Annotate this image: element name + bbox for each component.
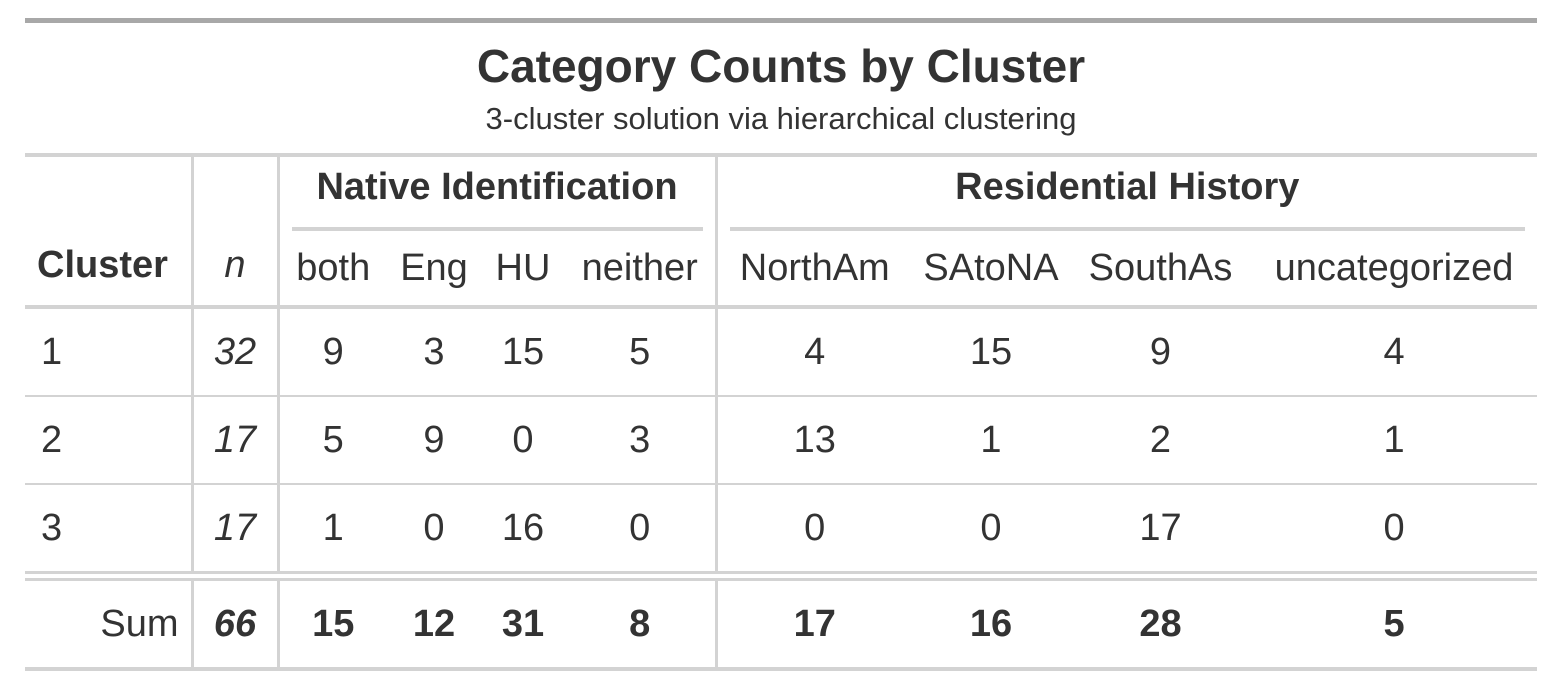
summary-n-cell: 66 [192,576,280,671]
summary-value-cell: 17 [716,576,912,671]
data-table: Cluster n Native Identification Resident… [25,153,1538,671]
summary-value-cell: 12 [387,576,481,671]
spanner-native-identification: Native Identification [278,153,718,231]
value-cell: 3 [565,396,718,485]
value-cell: 15 [481,307,565,397]
value-cell: 9 [278,307,387,397]
value-cell: 4 [1251,307,1538,397]
summary-label: Sum [25,576,194,671]
column-header-hu: HU [481,231,565,309]
value-cell: 15 [912,307,1070,397]
column-header-eng: Eng [387,231,481,309]
value-cell: 5 [278,396,387,485]
spanner-label: Native Identification [316,165,678,208]
n-cell: 17 [192,396,280,485]
value-cell: 13 [716,396,912,485]
value-cell: 2 [1070,396,1251,485]
value-cell: 0 [387,484,481,581]
table-row: 1 32 9 3 15 5 4 15 9 4 [25,307,1538,397]
value-cell: 0 [716,484,912,581]
summary-value-cell: 16 [912,576,1070,671]
column-header-n: n [192,153,280,309]
value-cell: 3 [387,307,481,397]
value-cell: 1 [912,396,1070,485]
cluster-cell: 1 [25,307,194,397]
table-top-rule [25,18,1537,23]
value-cell: 0 [481,396,565,485]
summary-value-cell: 15 [278,576,387,671]
summary-row: Sum 66 15 12 31 8 17 16 28 5 [25,576,1538,671]
column-header-cluster: Cluster [25,153,194,309]
summary-value-cell: 8 [565,576,718,671]
column-header-satona: SAtoNA [912,231,1070,309]
value-cell: 5 [565,307,718,397]
value-cell: 9 [387,396,481,485]
column-header-uncategorized: uncategorized [1251,231,1538,309]
n-cell: 17 [192,484,280,581]
spanner-label: Residential History [955,165,1300,208]
spanner-underline [291,227,703,231]
cluster-cell: 3 [25,484,194,581]
table-title: Category Counts by Cluster [476,40,1086,92]
table-row: 3 17 1 0 16 0 0 0 17 0 [25,484,1538,581]
value-cell: 1 [1251,396,1538,485]
value-cell: 0 [1251,484,1538,581]
summary-value-cell: 5 [1251,576,1538,671]
value-cell: 0 [565,484,718,581]
value-cell: 0 [912,484,1070,581]
n-cell: 32 [192,307,280,397]
value-cell: 16 [481,484,565,581]
column-header-neither: neither [565,231,718,309]
value-cell: 4 [716,307,912,397]
column-header-northam: NorthAm [716,231,912,309]
value-cell: 17 [1070,484,1251,581]
column-header-southas: SouthAs [1070,231,1251,309]
cluster-cell: 2 [25,396,194,485]
value-cell: 9 [1070,307,1251,397]
summary-table: Category Counts by Cluster 3-cluster sol… [25,18,1538,671]
spanner-residential-history: Residential History [716,153,1538,231]
value-cell: 1 [278,484,387,581]
spanner-underline [729,227,1526,231]
table-subtitle: 3-cluster solution via hierarchical clus… [485,101,1077,136]
table-row: 2 17 5 9 0 3 13 1 2 1 [25,396,1538,485]
summary-value-cell: 28 [1070,576,1251,671]
summary-value-cell: 31 [481,576,565,671]
column-header-both: both [278,231,387,309]
